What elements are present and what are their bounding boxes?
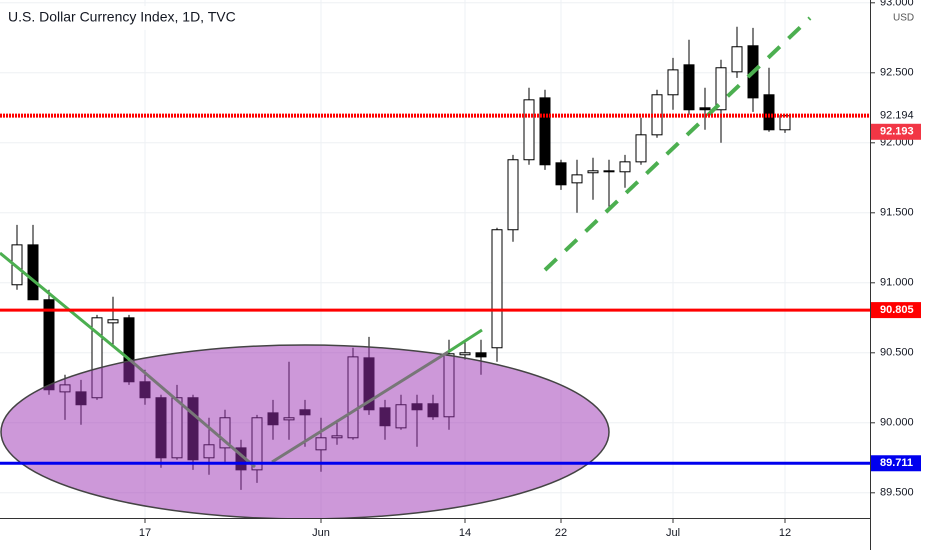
candle-body bbox=[475, 352, 487, 358]
trend-line bbox=[129, 358, 256, 469]
candle-body bbox=[571, 174, 583, 184]
currency: USD bbox=[893, 13, 914, 24]
y-tick-label: 91.500 bbox=[880, 207, 914, 219]
candle-body bbox=[715, 67, 727, 111]
y-tick-label: 92.500 bbox=[880, 67, 914, 79]
chart-title: U.S. Dollar Currency Index, 1D, TVC bbox=[8, 9, 236, 25]
candle-body bbox=[507, 159, 519, 231]
candle-body bbox=[539, 97, 551, 166]
title-bg bbox=[2, 6, 234, 30]
candle-body bbox=[699, 107, 711, 111]
y-tick-label: 93.000 bbox=[880, 0, 914, 9]
trend-line bbox=[543, 16, 812, 272]
axis: 93.00092.50092.00091.50091.00090.50090.0… bbox=[139, 0, 921, 539]
candle-body bbox=[667, 69, 679, 96]
trend-line bbox=[447, 328, 483, 354]
x-tick-label: 22 bbox=[555, 527, 567, 539]
price-line-label: 90.805 bbox=[880, 304, 914, 316]
candle-body bbox=[587, 170, 599, 174]
range-ellipse bbox=[0, 344, 610, 520]
candle-body bbox=[107, 319, 119, 324]
candle-body bbox=[43, 299, 55, 391]
x-tick-label: Jun bbox=[312, 527, 330, 539]
price-line-label: 89.711 bbox=[880, 457, 913, 469]
last-price-box bbox=[871, 123, 921, 140]
x-tick-label: Jul bbox=[666, 527, 680, 539]
candle-body bbox=[731, 46, 743, 73]
candle-body bbox=[491, 229, 503, 349]
price-lines bbox=[0, 113, 870, 465]
price-box bbox=[871, 302, 921, 319]
candle-body bbox=[459, 352, 471, 356]
candle-body bbox=[619, 161, 631, 173]
y-tick-label: 89.500 bbox=[880, 487, 914, 499]
candle-body bbox=[763, 94, 775, 131]
x-tick-label: 12 bbox=[779, 527, 791, 539]
y-tick-label: 90.000 bbox=[880, 417, 914, 429]
x-tick-label: 17 bbox=[139, 527, 151, 539]
price-line-label: 92.194 bbox=[880, 110, 914, 122]
x-tick-label: 14 bbox=[459, 527, 471, 539]
trend-line bbox=[271, 350, 449, 464]
last-price-label: 92.193 bbox=[880, 126, 914, 138]
candle-body bbox=[683, 64, 695, 111]
trend-line bbox=[0, 251, 131, 362]
y-tick-label: 91.000 bbox=[880, 277, 914, 289]
candle-body bbox=[27, 244, 39, 301]
price-box bbox=[871, 455, 921, 472]
candle-body bbox=[555, 162, 567, 186]
x-axis-area bbox=[0, 518, 870, 550]
candle-body bbox=[603, 170, 615, 173]
candle-body bbox=[779, 115, 791, 131]
candle-body bbox=[523, 99, 535, 161]
candle-body bbox=[635, 134, 647, 163]
y-tick-label: 90.500 bbox=[880, 347, 914, 359]
